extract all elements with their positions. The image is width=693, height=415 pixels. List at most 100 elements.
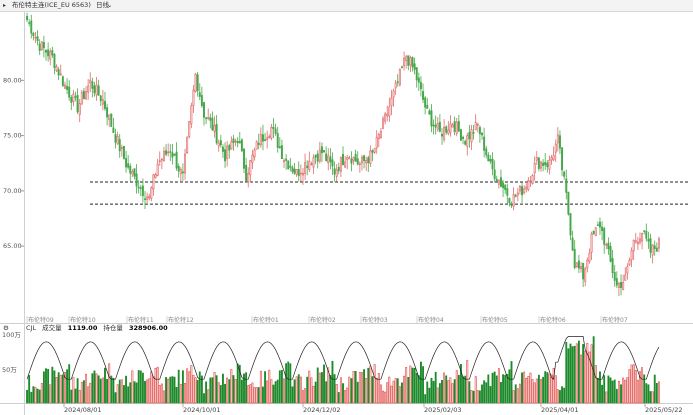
candle-body[interactable] [209, 117, 212, 121]
candle-body[interactable] [369, 150, 372, 164]
candle-body[interactable] [651, 244, 654, 256]
candle-body[interactable] [337, 166, 340, 172]
candle-body[interactable] [373, 148, 376, 153]
candle-body[interactable] [438, 121, 441, 132]
candle-body[interactable] [485, 148, 488, 156]
candle-body[interactable] [400, 66, 403, 69]
candle-body[interactable] [118, 139, 121, 152]
candle-body[interactable] [626, 266, 629, 274]
candle-body[interactable] [228, 145, 231, 151]
candle-body[interactable] [93, 85, 96, 94]
candle-body[interactable] [213, 125, 216, 132]
candle-body[interactable] [91, 81, 94, 89]
candle-body[interactable] [356, 158, 359, 165]
candle-body[interactable] [186, 137, 189, 154]
candle-body[interactable] [299, 172, 302, 175]
candle-body[interactable] [403, 57, 406, 67]
candle-body[interactable] [116, 136, 119, 145]
candle-body[interactable] [523, 188, 526, 194]
candle-body[interactable] [308, 160, 311, 171]
candle-body[interactable] [129, 165, 132, 174]
candle-body[interactable] [457, 121, 460, 132]
candle-body[interactable] [422, 91, 425, 100]
candle-body[interactable] [470, 129, 473, 143]
candle-body[interactable] [131, 171, 134, 175]
candle-body[interactable] [434, 124, 437, 128]
candle-body[interactable] [489, 159, 492, 162]
candle-body[interactable] [605, 244, 608, 246]
candle-body[interactable] [318, 149, 321, 162]
candle-body[interactable] [436, 123, 439, 130]
candle-body[interactable] [491, 158, 494, 170]
candle-body[interactable] [76, 94, 79, 113]
candle-body[interactable] [611, 258, 614, 274]
candle-body[interactable] [154, 174, 157, 179]
candle-body[interactable] [245, 164, 248, 181]
candle-body[interactable] [394, 82, 397, 89]
candle-body[interactable] [527, 180, 530, 191]
candle-body[interactable] [207, 117, 210, 120]
candle-body[interactable] [415, 67, 418, 81]
candle-body[interactable] [398, 69, 401, 86]
candle-body[interactable] [645, 230, 648, 239]
candle-body[interactable] [537, 157, 540, 169]
candle-body[interactable] [447, 129, 450, 134]
candle-body[interactable] [535, 157, 538, 161]
candle-body[interactable] [306, 165, 309, 168]
candle-body[interactable] [363, 155, 366, 162]
candle-body[interactable] [459, 129, 462, 141]
candle-body[interactable] [641, 233, 644, 242]
candle-body[interactable] [529, 180, 532, 183]
candle-body[interactable] [586, 259, 589, 269]
candle-body[interactable] [634, 240, 637, 243]
candle-body[interactable] [78, 103, 81, 115]
candle-body[interactable] [453, 121, 456, 132]
candle-body[interactable] [38, 43, 41, 51]
candle-body[interactable] [518, 185, 521, 192]
candle-body[interactable] [316, 153, 319, 162]
candle-body[interactable] [160, 158, 163, 161]
candle-body[interactable] [643, 230, 646, 232]
candle-body[interactable] [451, 124, 454, 128]
candle-body[interactable] [508, 197, 511, 204]
candle-body[interactable] [653, 245, 656, 249]
candle-body[interactable] [268, 136, 271, 139]
candle-body[interactable] [85, 91, 88, 100]
candle-body[interactable] [365, 160, 368, 164]
candle-body[interactable] [53, 54, 56, 68]
candle-body[interactable] [657, 238, 660, 249]
candle-body[interactable] [344, 161, 347, 168]
candle-body[interactable] [152, 174, 155, 190]
candle-body[interactable] [620, 281, 623, 288]
candle-body[interactable] [405, 56, 408, 62]
candle-body[interactable] [506, 188, 509, 196]
candle-body[interactable] [464, 141, 467, 145]
candle-body[interactable] [548, 159, 551, 170]
candle-body[interactable] [215, 123, 218, 144]
candle-body[interactable] [243, 148, 245, 169]
candle-body[interactable] [198, 92, 201, 97]
candle-body[interactable] [525, 186, 528, 190]
candle-body[interactable] [472, 132, 475, 134]
candle-body[interactable] [377, 133, 380, 140]
candle-body[interactable] [51, 50, 54, 56]
candle-body[interactable] [203, 102, 205, 118]
candle-body[interactable] [647, 238, 650, 242]
candle-body[interactable] [516, 192, 519, 196]
candle-body[interactable] [339, 156, 342, 172]
candle-body[interactable] [320, 146, 323, 154]
candle-body[interactable] [285, 158, 288, 161]
candle-body[interactable] [274, 128, 277, 134]
candle-body[interactable] [72, 93, 75, 102]
candle-body[interactable] [283, 160, 286, 162]
candle-body[interactable] [358, 163, 361, 165]
candle-body[interactable] [497, 179, 500, 185]
candle-body[interactable] [375, 136, 378, 149]
candle-body[interactable] [32, 33, 35, 36]
candle-body[interactable] [26, 15, 29, 21]
candle-body[interactable] [386, 113, 389, 117]
candle-body[interactable] [122, 145, 125, 159]
candle-body[interactable] [57, 69, 60, 76]
candle-body[interactable] [82, 90, 85, 100]
candle-body[interactable] [407, 55, 410, 66]
